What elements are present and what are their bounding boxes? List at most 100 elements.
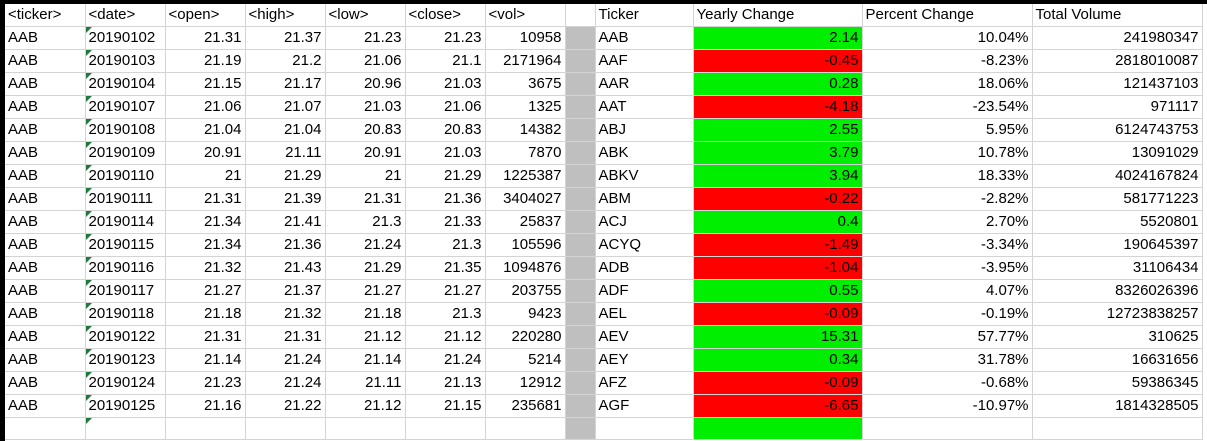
cell-low[interactable]: 21.06 [325, 49, 406, 73]
cell-date[interactable]: 20190108 [85, 118, 166, 142]
cell-ticker[interactable]: AAB [5, 141, 86, 165]
cell-ticker[interactable] [5, 417, 86, 440]
summary-cell-ticker[interactable]: ABJ [595, 118, 694, 142]
summary-cell-percent-change[interactable]: -2.82% [862, 187, 1033, 211]
summary-cell-percent-change[interactable]: -3.95% [862, 256, 1033, 280]
summary-header-total-volume[interactable]: Total Volume [1032, 4, 1203, 27]
summary-cell-percent-change[interactable]: -3.34% [862, 233, 1033, 257]
cell-low[interactable] [325, 417, 406, 440]
cell-close[interactable]: 21.06 [405, 95, 486, 119]
header-cell-open[interactable]: <open> [165, 4, 246, 27]
cell-ticker[interactable]: AAB [5, 279, 86, 303]
summary-cell-yearly-change[interactable]: 0.4 [693, 210, 863, 234]
summary-cell-yearly-change[interactable]: -1.04 [693, 256, 863, 280]
separator-cell[interactable] [565, 417, 596, 440]
cell-ticker[interactable]: AAB [5, 348, 86, 372]
summary-cell-ticker[interactable]: ACYQ [595, 233, 694, 257]
summary-cell-yearly-change[interactable]: 3.94 [693, 164, 863, 188]
cell-ticker[interactable]: AAB [5, 118, 86, 142]
cell-date[interactable]: 20190104 [85, 72, 166, 96]
cell-high[interactable]: 21.11 [245, 141, 326, 165]
cell-close[interactable]: 20.83 [405, 118, 486, 142]
cell-high[interactable]: 21.2 [245, 49, 326, 73]
cell-ticker[interactable]: AAB [5, 302, 86, 326]
cell-ticker[interactable]: AAB [5, 95, 86, 119]
cell-high[interactable]: 21.24 [245, 371, 326, 395]
cell-close[interactable]: 21.27 [405, 279, 486, 303]
summary-cell-yearly-change[interactable]: -0.09 [693, 302, 863, 326]
summary-cell-percent-change[interactable]: -0.68% [862, 371, 1033, 395]
cell-date[interactable]: 20190116 [85, 256, 166, 280]
separator-cell[interactable] [565, 4, 596, 27]
cell-open[interactable]: 21.31 [165, 325, 246, 349]
cell-ticker[interactable]: AAB [5, 164, 86, 188]
cell-high[interactable]: 21.37 [245, 26, 326, 50]
cell-high[interactable]: 21.29 [245, 164, 326, 188]
summary-cell-yearly-change[interactable]: 2.55 [693, 118, 863, 142]
summary-cell-total-volume[interactable]: 121437103 [1032, 72, 1203, 96]
separator-cell[interactable] [565, 325, 596, 349]
summary-header-percent-change[interactable]: Percent Change [862, 4, 1033, 27]
summary-cell-yearly-change[interactable] [693, 417, 863, 440]
cell-open[interactable]: 21.19 [165, 49, 246, 73]
cell-open[interactable]: 21.23 [165, 371, 246, 395]
summary-cell-ticker[interactable]: ABK [595, 141, 694, 165]
cell-ticker[interactable]: AAB [5, 72, 86, 96]
cell-high[interactable]: 21.04 [245, 118, 326, 142]
cell-open[interactable]: 21.34 [165, 210, 246, 234]
cell-date[interactable]: 20190118 [85, 302, 166, 326]
summary-cell-ticker[interactable]: AEY [595, 348, 694, 372]
cell-low[interactable]: 21.03 [325, 95, 406, 119]
summary-cell-ticker[interactable]: ABKV [595, 164, 694, 188]
cell-open[interactable]: 21.31 [165, 187, 246, 211]
cell-ticker[interactable]: AAB [5, 325, 86, 349]
cell-vol[interactable]: 14382 [485, 118, 566, 142]
cell-high[interactable]: 21.07 [245, 95, 326, 119]
cell-ticker[interactable]: AAB [5, 233, 86, 257]
separator-cell[interactable] [565, 95, 596, 119]
cell-high[interactable] [245, 417, 326, 440]
cell-ticker[interactable]: AAB [5, 26, 86, 50]
cell-vol[interactable]: 235681 [485, 394, 566, 418]
summary-cell-percent-change[interactable]: 4.07% [862, 279, 1033, 303]
cell-close[interactable]: 21.3 [405, 233, 486, 257]
cell-ticker[interactable]: AAB [5, 187, 86, 211]
header-cell-vol[interactable]: <vol> [485, 4, 566, 27]
cell-close[interactable]: 21.35 [405, 256, 486, 280]
summary-cell-yearly-change[interactable]: 0.28 [693, 72, 863, 96]
header-cell-low[interactable]: <low> [325, 4, 406, 27]
summary-cell-yearly-change[interactable]: -0.22 [693, 187, 863, 211]
summary-cell-total-volume[interactable]: 16631656 [1032, 348, 1203, 372]
cell-high[interactable]: 21.39 [245, 187, 326, 211]
cell-vol[interactable]: 105596 [485, 233, 566, 257]
separator-cell[interactable] [565, 302, 596, 326]
summary-cell-total-volume[interactable]: 581771223 [1032, 187, 1203, 211]
cell-date[interactable]: 20190123 [85, 348, 166, 372]
summary-cell-total-volume[interactable]: 12723838257 [1032, 302, 1203, 326]
summary-cell-ticker[interactable]: AAT [595, 95, 694, 119]
cell-high[interactable]: 21.43 [245, 256, 326, 280]
cell-high[interactable]: 21.22 [245, 394, 326, 418]
cell-date[interactable] [85, 417, 166, 440]
cell-low[interactable]: 20.83 [325, 118, 406, 142]
cell-ticker[interactable]: AAB [5, 371, 86, 395]
cell-low[interactable]: 21.31 [325, 187, 406, 211]
cell-low[interactable]: 21.11 [325, 371, 406, 395]
cell-vol[interactable]: 1325 [485, 95, 566, 119]
separator-cell[interactable] [565, 210, 596, 234]
cell-close[interactable]: 21.33 [405, 210, 486, 234]
summary-cell-percent-change[interactable]: 31.78% [862, 348, 1033, 372]
cell-low[interactable]: 21.23 [325, 26, 406, 50]
cell-vol[interactable]: 1225387 [485, 164, 566, 188]
cell-open[interactable]: 20.91 [165, 141, 246, 165]
cell-close[interactable]: 21.36 [405, 187, 486, 211]
summary-cell-ticker[interactable] [595, 417, 694, 440]
cell-open[interactable]: 21 [165, 164, 246, 188]
summary-cell-percent-change[interactable]: -8.23% [862, 49, 1033, 73]
cell-date[interactable]: 20190110 [85, 164, 166, 188]
cell-vol[interactable]: 1094876 [485, 256, 566, 280]
cell-date[interactable]: 20190107 [85, 95, 166, 119]
cell-high[interactable]: 21.17 [245, 72, 326, 96]
summary-cell-yearly-change[interactable]: 2.14 [693, 26, 863, 50]
separator-cell[interactable] [565, 164, 596, 188]
